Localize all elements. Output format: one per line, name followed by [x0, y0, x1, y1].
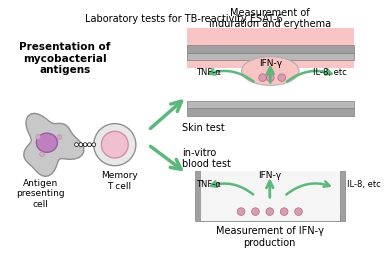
Circle shape [88, 143, 91, 147]
Bar [201, 172, 339, 221]
Text: Skin test: Skin test [182, 123, 225, 133]
Text: Measurement of IFN-γ
production: Measurement of IFN-γ production [216, 226, 324, 248]
Ellipse shape [101, 131, 128, 158]
Ellipse shape [36, 133, 57, 152]
Text: in-vitro
blood test: in-vitro blood test [182, 147, 231, 169]
Circle shape [40, 152, 45, 157]
Bar [201, 215, 339, 221]
Circle shape [237, 208, 245, 215]
Circle shape [92, 143, 96, 147]
Ellipse shape [242, 57, 299, 85]
Circle shape [259, 74, 266, 81]
Text: IFN-γ: IFN-γ [259, 59, 282, 68]
Bar [187, 28, 354, 68]
Text: Memory
T cell: Memory T cell [101, 172, 138, 191]
Circle shape [280, 208, 288, 215]
FancyBboxPatch shape [187, 108, 354, 116]
Circle shape [94, 124, 136, 166]
Circle shape [57, 135, 62, 139]
Circle shape [266, 208, 274, 215]
Circle shape [83, 143, 87, 147]
Circle shape [36, 135, 41, 139]
Text: Laboratory tests for TB-reactivity ESAT-6: Laboratory tests for TB-reactivity ESAT-… [85, 14, 283, 24]
Bar [339, 172, 345, 221]
FancyBboxPatch shape [187, 101, 354, 108]
Text: Presentation of
mycobacterial
antigens: Presentation of mycobacterial antigens [19, 42, 111, 75]
Text: IL-8, etc: IL-8, etc [313, 68, 346, 77]
Circle shape [295, 208, 302, 215]
Bar [187, 45, 354, 53]
Text: Measurement of
induration and erythema: Measurement of induration and erythema [209, 8, 331, 29]
Text: TNF-α: TNF-α [196, 180, 221, 189]
Bar [187, 53, 354, 61]
Circle shape [252, 208, 259, 215]
Text: IL-8, etc: IL-8, etc [347, 180, 381, 189]
Circle shape [266, 74, 274, 81]
Ellipse shape [245, 63, 296, 84]
Text: TNF-α: TNF-α [196, 68, 221, 77]
Circle shape [278, 74, 286, 81]
Bar [195, 172, 201, 221]
Text: Antigen
presenting
cell: Antigen presenting cell [16, 179, 65, 209]
Circle shape [79, 143, 83, 147]
Circle shape [74, 143, 78, 147]
Polygon shape [24, 113, 84, 176]
Text: IFN-γ: IFN-γ [258, 172, 281, 181]
